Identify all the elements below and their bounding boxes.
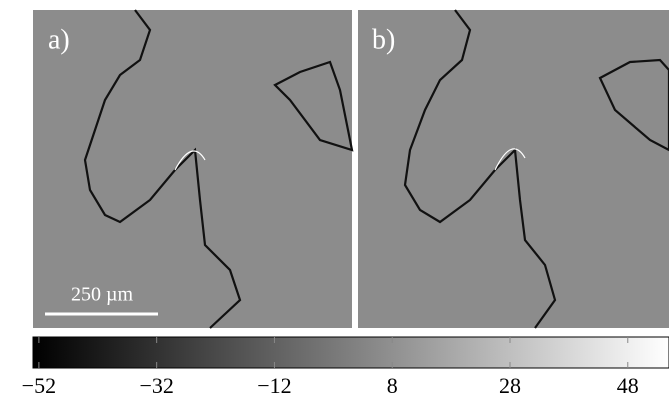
image bbox=[33, 10, 352, 328]
panel-b: b) bbox=[358, 10, 669, 328]
tick-label: 8 bbox=[387, 373, 398, 398]
tick-label: −52 bbox=[22, 373, 56, 398]
tick-label: −32 bbox=[139, 373, 173, 398]
panel-a: a) 250 µm bbox=[33, 10, 352, 328]
colorbar bbox=[33, 337, 669, 368]
image bbox=[358, 10, 669, 328]
panel-label: a) bbox=[48, 24, 70, 55]
tick-label: 48 bbox=[617, 373, 639, 398]
panel-label: b) bbox=[372, 24, 395, 55]
tick-label: −12 bbox=[257, 373, 291, 398]
tick-label: 28 bbox=[499, 373, 521, 398]
figure: a) 250 µm b) −52 −32 −12 8 28 48 bbox=[0, 0, 669, 402]
scale-bar-label: 250 µm bbox=[71, 284, 134, 306]
